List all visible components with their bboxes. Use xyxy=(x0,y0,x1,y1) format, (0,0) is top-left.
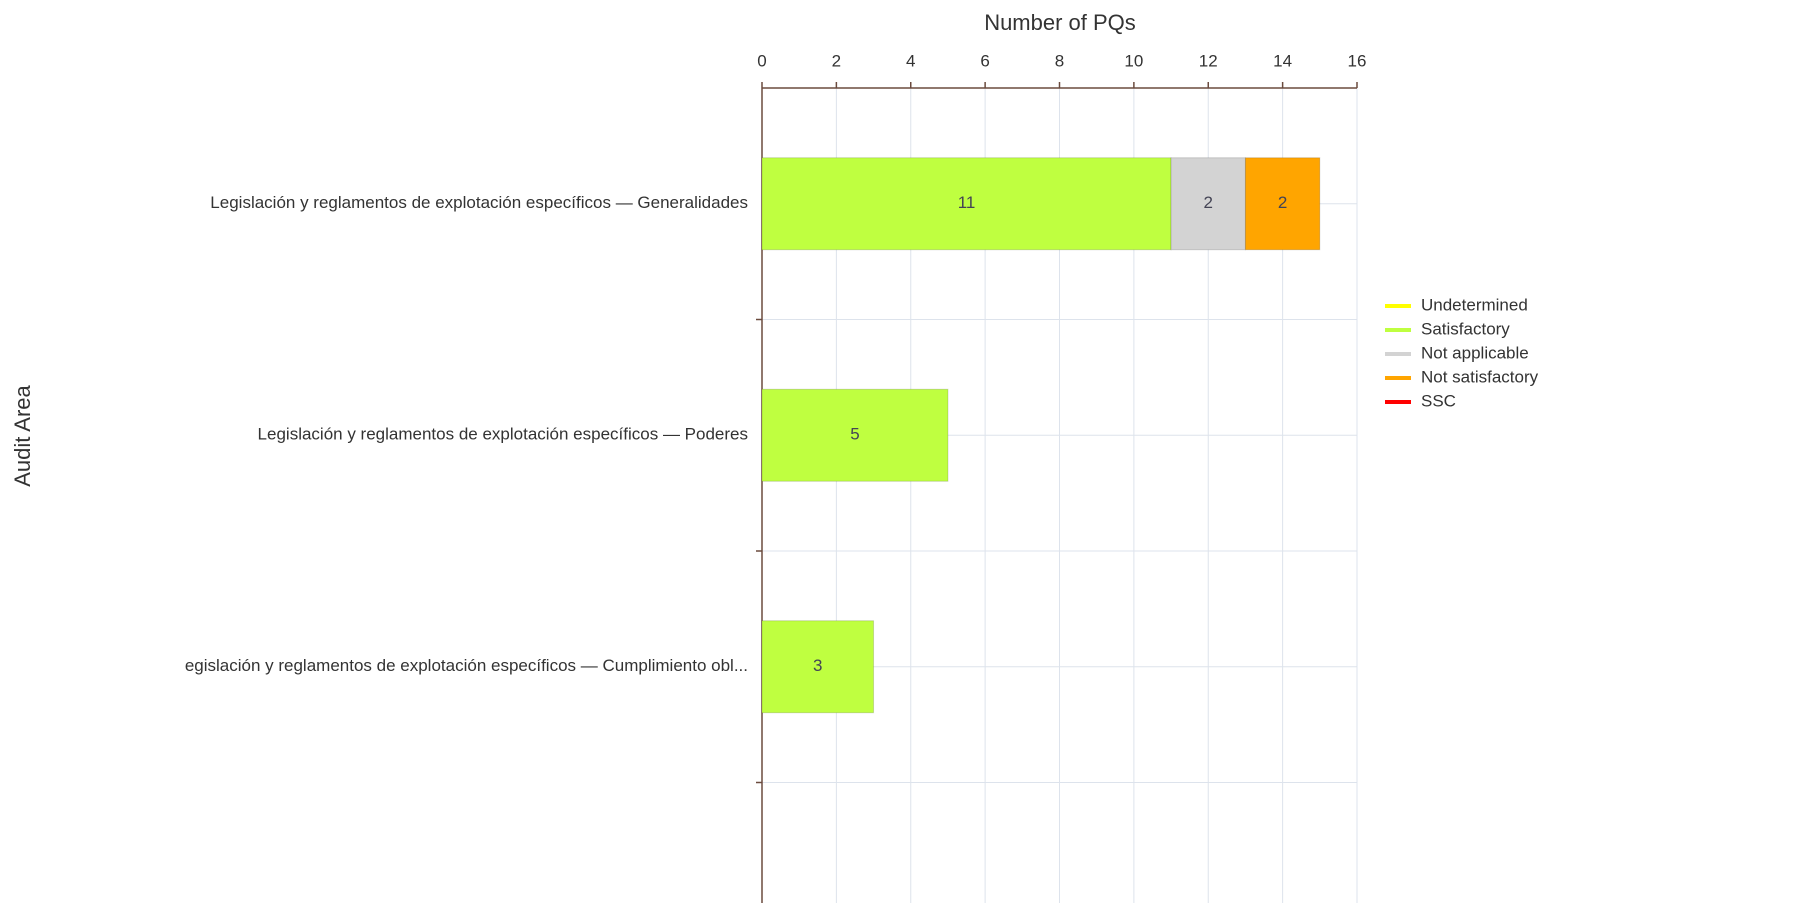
legend-label: SSC xyxy=(1421,391,1456,410)
x-tick-label: 0 xyxy=(757,51,766,70)
data-label: 5 xyxy=(850,425,859,444)
x-tick-label: 4 xyxy=(906,51,915,70)
bar-segment xyxy=(1170,157,1246,251)
y-tick-label: Legislación y reglamentos de explotación… xyxy=(210,193,748,212)
legend-label: Not applicable xyxy=(1421,343,1529,362)
y-tick-label: Legislación y reglamentos de explotación… xyxy=(258,425,748,444)
x-tick-label: 2 xyxy=(832,51,841,70)
bar-segment xyxy=(761,388,949,482)
bar-segment xyxy=(761,620,875,714)
legend-label: Undetermined xyxy=(1421,295,1528,314)
data-label: 3 xyxy=(813,656,822,675)
y-axis-title: Audit Area xyxy=(10,384,35,486)
y-tick-label: egislación y reglamentos de explotación … xyxy=(185,656,748,675)
data-label: 11 xyxy=(958,193,976,212)
x-tick-label: 8 xyxy=(1055,51,1064,70)
legend-label: Not satisfactory xyxy=(1421,367,1539,386)
x-tick-label: 12 xyxy=(1199,51,1218,70)
bar-segment xyxy=(761,157,1172,251)
x-tick-label: 14 xyxy=(1273,51,1292,70)
data-label: 2 xyxy=(1204,193,1213,212)
bar-segment xyxy=(1244,157,1321,251)
x-axis-title: Number of PQs xyxy=(984,10,1136,35)
x-tick-label: 6 xyxy=(980,51,989,70)
x-tick-label: 16 xyxy=(1348,51,1367,70)
legend-label: Satisfactory xyxy=(1421,319,1510,338)
x-tick-label: 10 xyxy=(1124,51,1143,70)
data-label: 2 xyxy=(1278,193,1287,212)
